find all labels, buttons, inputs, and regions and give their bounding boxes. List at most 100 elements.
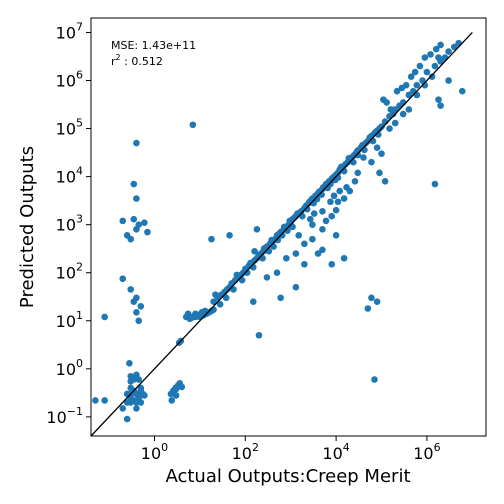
y-tick-label: 105 bbox=[56, 117, 83, 139]
y-tick-label: 106 bbox=[56, 69, 83, 91]
r2-superscript: 2 bbox=[116, 53, 121, 62]
data-point bbox=[137, 384, 145, 392]
y-tick-label: 103 bbox=[56, 213, 83, 235]
data-point bbox=[378, 123, 385, 130]
data-point bbox=[101, 313, 108, 321]
data-point bbox=[298, 212, 306, 220]
data-point bbox=[133, 139, 140, 147]
y-tick-label: 104 bbox=[56, 165, 83, 187]
data-point bbox=[168, 397, 176, 404]
data-point bbox=[133, 405, 140, 412]
data-point bbox=[92, 397, 99, 404]
data-point bbox=[322, 217, 330, 225]
data-point bbox=[172, 385, 180, 393]
data-point bbox=[137, 303, 145, 310]
data-point bbox=[373, 298, 381, 305]
data-point bbox=[334, 198, 342, 206]
data-point bbox=[255, 331, 263, 339]
data-point bbox=[445, 77, 452, 84]
data-point bbox=[340, 254, 348, 262]
data-point bbox=[402, 81, 410, 89]
data-point bbox=[445, 48, 452, 55]
data-point bbox=[277, 294, 284, 302]
data-point bbox=[432, 45, 440, 53]
data-point bbox=[133, 399, 140, 406]
data-point bbox=[135, 317, 143, 325]
data-point bbox=[263, 274, 271, 281]
data-point bbox=[301, 260, 308, 268]
data-point bbox=[309, 235, 316, 243]
data-point bbox=[354, 169, 362, 177]
data-point bbox=[423, 68, 431, 76]
data-point bbox=[399, 110, 407, 118]
data-point bbox=[368, 294, 375, 302]
data-point bbox=[283, 254, 290, 262]
data-point bbox=[251, 247, 258, 255]
data-point bbox=[458, 87, 466, 95]
y-tick-label: 100 bbox=[56, 357, 83, 379]
data-point bbox=[222, 294, 230, 302]
data-point bbox=[268, 236, 275, 244]
data-point bbox=[431, 62, 439, 70]
reference-line-group bbox=[90, 32, 473, 437]
data-point bbox=[411, 68, 419, 76]
data-point bbox=[178, 383, 186, 391]
data-point bbox=[428, 73, 436, 81]
data-point bbox=[130, 180, 138, 188]
r2-prefix: r bbox=[111, 55, 116, 68]
data-point bbox=[391, 119, 399, 127]
data-point bbox=[431, 180, 439, 188]
data-point bbox=[327, 198, 334, 206]
data-point bbox=[249, 298, 257, 305]
data-point bbox=[437, 41, 444, 49]
x-tick-label: 106 bbox=[413, 441, 440, 463]
x-tick-label: 104 bbox=[322, 441, 349, 463]
y-axis-label: Predicted Outputs bbox=[17, 146, 38, 308]
x-axis-ticks: 100 102 104 106 bbox=[141, 436, 441, 463]
data-point bbox=[435, 54, 442, 61]
data-point bbox=[416, 62, 424, 70]
data-point bbox=[292, 250, 300, 257]
x-tick-label: 100 bbox=[141, 441, 168, 463]
data-point bbox=[330, 192, 338, 200]
data-point bbox=[192, 310, 199, 318]
data-point bbox=[274, 236, 282, 244]
data-point bbox=[133, 195, 140, 202]
data-point bbox=[189, 121, 197, 129]
data-point bbox=[360, 154, 367, 161]
data-point bbox=[455, 39, 462, 47]
data-point bbox=[135, 376, 143, 383]
data-point bbox=[141, 219, 148, 226]
data-point bbox=[421, 54, 429, 61]
data-point bbox=[319, 246, 326, 254]
y-axis-ticks: 10−1 100 101 102 103 104 105 106 107 bbox=[46, 20, 91, 427]
data-point bbox=[364, 305, 372, 312]
data-point bbox=[119, 217, 127, 225]
data-point bbox=[233, 271, 241, 279]
data-point bbox=[133, 309, 140, 316]
data-point bbox=[127, 286, 135, 293]
data-point bbox=[441, 54, 449, 61]
data-point bbox=[407, 73, 415, 81]
data-point bbox=[292, 283, 300, 291]
data-point bbox=[270, 243, 277, 250]
data-point bbox=[301, 240, 308, 248]
data-points bbox=[92, 39, 466, 423]
data-point bbox=[387, 106, 395, 113]
data-point bbox=[381, 177, 389, 185]
data-point bbox=[319, 226, 326, 233]
data-point bbox=[306, 215, 314, 223]
data-point bbox=[354, 151, 362, 159]
data-point bbox=[332, 232, 340, 239]
data-point bbox=[265, 247, 273, 255]
data-point bbox=[413, 91, 421, 99]
data-point bbox=[386, 125, 393, 132]
data-point bbox=[127, 235, 135, 243]
data-point bbox=[126, 360, 133, 367]
x-tick-label: 102 bbox=[232, 441, 259, 463]
data-point bbox=[437, 102, 444, 109]
data-point bbox=[368, 158, 375, 166]
data-point bbox=[273, 269, 281, 277]
data-point bbox=[295, 232, 303, 239]
